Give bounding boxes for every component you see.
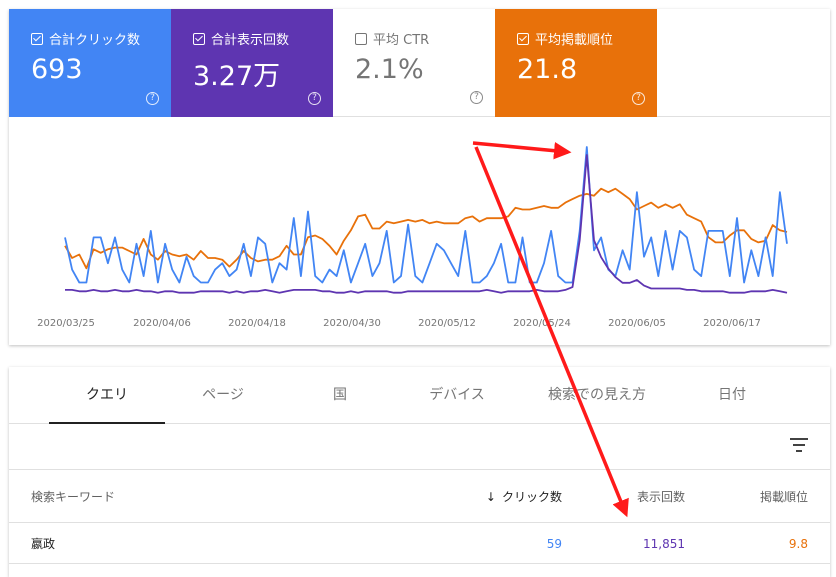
series-line-position bbox=[64, 187, 788, 270]
metric-value: 21.8 bbox=[517, 54, 578, 85]
metric-total-clicks[interactable]: 合計クリック数 693 ? bbox=[9, 9, 171, 117]
help-icon[interactable]: ? bbox=[146, 92, 159, 105]
tab-dates[interactable]: 日付 bbox=[718, 387, 746, 403]
header-impressions[interactable]: 表示回数 bbox=[636, 490, 685, 504]
metric-label: 平均 CTR bbox=[373, 33, 430, 48]
checkbox-icon[interactable] bbox=[193, 32, 205, 45]
help-icon[interactable]: ? bbox=[632, 92, 645, 105]
chart-svg: 2020/03/25 2020/04/06 2020/04/18 2020/04/30… bbox=[37, 146, 788, 329]
x-tick-label: 2020/06/05 bbox=[608, 318, 666, 329]
metric-average-ctr[interactable]: 平均 CTR 2.1% ? bbox=[333, 9, 495, 117]
metric-label: 平均掲載順位 bbox=[535, 33, 614, 48]
metric-spacer bbox=[657, 9, 830, 117]
series-line-clicks bbox=[64, 146, 788, 284]
header-clicks[interactable]: ↓ クリック数 bbox=[469, 471, 562, 523]
metric-header: 合計表示回数 bbox=[193, 29, 289, 48]
metric-total-impressions[interactable]: 合計表示回数 3.27万 ? bbox=[171, 9, 333, 117]
metric-header: 平均掲載順位 bbox=[517, 29, 613, 48]
header-clicks-label: クリック数 bbox=[501, 490, 562, 504]
header-keyword[interactable]: 検索キーワード bbox=[31, 490, 116, 504]
metric-header: 合計クリック数 bbox=[31, 29, 140, 48]
table-header: 検索キーワード ↓ クリック数 表示回数 掲載順位 bbox=[9, 471, 830, 523]
header-position[interactable]: 掲載順位 bbox=[759, 490, 808, 504]
table-toolbar bbox=[9, 424, 830, 470]
tab-pages[interactable]: ページ bbox=[202, 387, 244, 403]
sort-arrow-icon: ↓ bbox=[485, 490, 496, 504]
row-clicks: 59 bbox=[546, 537, 562, 551]
tab-devices[interactable]: デバイス bbox=[429, 387, 485, 403]
x-tick-label: 2020/05/24 bbox=[513, 318, 571, 329]
metric-label: 合計クリック数 bbox=[49, 33, 141, 48]
series-line-impressions bbox=[65, 154, 788, 294]
metric-value: 2.1% bbox=[355, 54, 424, 85]
metric-value: 693 bbox=[31, 54, 83, 85]
checkbox-icon[interactable] bbox=[355, 32, 367, 45]
filter-icon[interactable] bbox=[790, 438, 808, 452]
metric-header: 平均 CTR bbox=[355, 29, 429, 48]
x-tick-label: 2020/04/06 bbox=[133, 318, 191, 329]
performance-chart[interactable]: 2020/03/25 2020/04/06 2020/04/18 2020/04/30… bbox=[9, 117, 830, 345]
metric-label: 合計表示回数 bbox=[211, 33, 290, 48]
metric-cards: 合計クリック数 693 ? 合計表示回数 3.27万 ? 平均 CTR 2.1%… bbox=[9, 9, 830, 117]
queries-card: クエリ ページ 国 デバイス 検索での見え方 日付 検索キーワード ↓ クリック数… bbox=[9, 367, 830, 577]
help-icon[interactable]: ? bbox=[470, 91, 483, 104]
x-tick-label: 2020/05/12 bbox=[418, 318, 476, 329]
help-icon[interactable]: ? bbox=[308, 92, 321, 105]
checkbox-icon[interactable] bbox=[31, 32, 43, 45]
tab-countries[interactable]: 国 bbox=[333, 387, 347, 403]
table-row[interactable]: 嬴政 59 11,851 9.8 bbox=[9, 524, 830, 564]
x-tick-label: 2020/03/25 bbox=[37, 318, 95, 329]
tab-queries[interactable]: クエリ bbox=[49, 367, 165, 424]
row-keyword: 嬴政 bbox=[31, 537, 56, 551]
metric-value: 3.27万 bbox=[193, 61, 281, 92]
x-tick-label: 2020/04/30 bbox=[323, 318, 381, 329]
row-impressions: 11,851 bbox=[643, 537, 685, 551]
performance-card: 合計クリック数 693 ? 合計表示回数 3.27万 ? 平均 CTR 2.1%… bbox=[9, 9, 830, 345]
x-tick-label: 2020/04/18 bbox=[228, 318, 286, 329]
metric-average-position[interactable]: 平均掲載順位 21.8 ? bbox=[495, 9, 657, 117]
x-tick-label: 2020/06/17 bbox=[703, 318, 761, 329]
checkbox-icon[interactable] bbox=[517, 32, 529, 45]
tab-bar: クエリ ページ 国 デバイス 検索での見え方 日付 bbox=[9, 367, 830, 424]
row-position: 9.8 bbox=[788, 537, 808, 551]
tab-search-appearance[interactable]: 検索での見え方 bbox=[548, 387, 646, 403]
